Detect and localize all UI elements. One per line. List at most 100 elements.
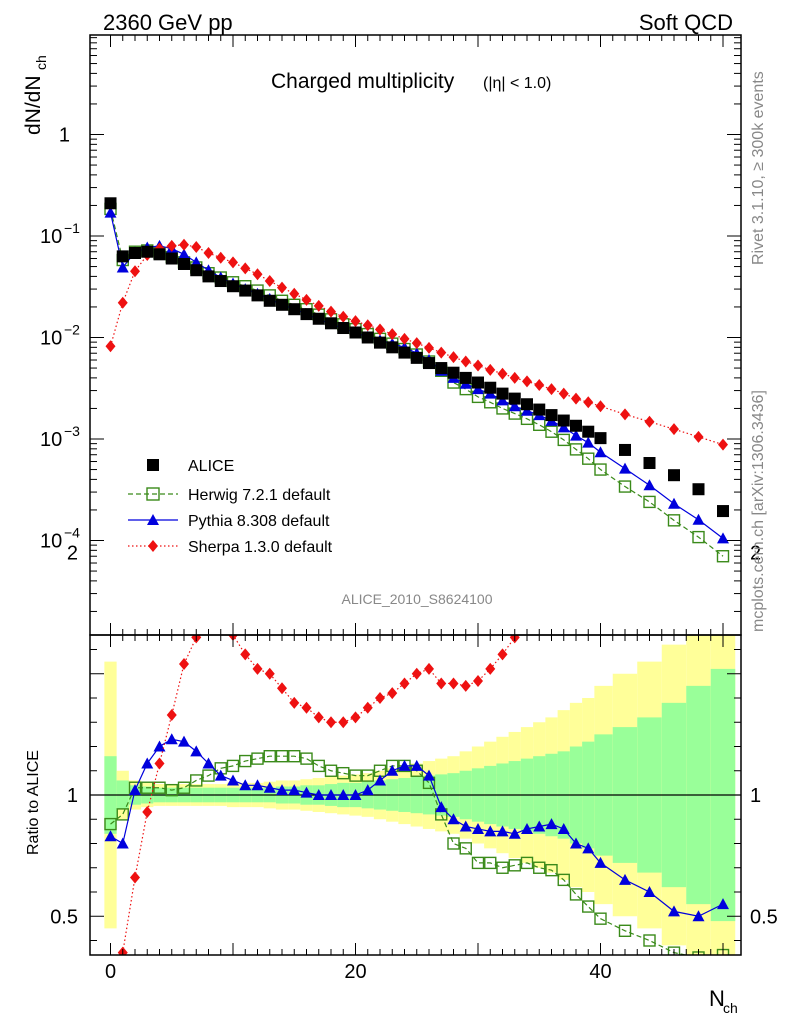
main-point-alice: [619, 443, 631, 456]
ratio-point-pythia: [263, 781, 276, 793]
main-y-tick-label: 10: [40, 531, 62, 553]
ratio-point-herwig: [275, 750, 289, 763]
main-y-tick-label: 10: [40, 429, 62, 451]
main-point-alice: [129, 247, 141, 260]
ratio-point-sherpa: [130, 871, 140, 884]
ratio-point-pythia: [521, 822, 533, 834]
ratio-point-herwig: [239, 754, 252, 768]
ratio-point-herwig: [226, 759, 240, 773]
main-point-sherpa: [166, 239, 177, 252]
ratio-point-sherpa: [142, 805, 153, 818]
ratio-point-pythia: [165, 733, 178, 745]
main-point-herwig: [557, 433, 570, 447]
main-point-sherpa: [460, 355, 471, 368]
ratio-point-herwig: [116, 808, 129, 821]
ratio-point-pythia: [239, 779, 252, 791]
ratio-point-herwig: [361, 769, 374, 782]
main-point-sherpa: [350, 315, 361, 328]
ratio-point-pythia: [214, 769, 227, 781]
side-label-top: Rivet 3.1.10, ≥ 300k events: [750, 71, 767, 265]
main-point-herwig: [692, 530, 705, 544]
ratio-point-herwig: [667, 946, 681, 955]
main-point-alice: [447, 366, 460, 379]
series-layer: [104, 197, 730, 955]
side-label-bottom: mcplots.cern.ch [arXiv:1306.3436]: [750, 390, 767, 632]
ratio-point-sherpa: [620, 328, 630, 340]
main-point-alice: [165, 252, 178, 265]
main-point-alice: [521, 398, 533, 411]
main-point-sherpa: [558, 387, 569, 400]
main-point-herwig: [533, 418, 546, 432]
ratio-point-sherpa: [448, 677, 459, 690]
main-line-herwig: [109, 208, 724, 557]
ratio-point-sherpa: [154, 757, 165, 770]
ratio-point-pythia: [533, 820, 546, 832]
main-point-alice: [545, 409, 558, 422]
main-point-pythia: [582, 436, 595, 448]
main-point-alice: [312, 312, 325, 325]
ratio-point-herwig: [263, 750, 276, 763]
ratio-point-pythia: [398, 759, 411, 771]
main-point-sherpa: [497, 367, 508, 380]
main-point-alice: [582, 425, 595, 438]
main-point-herwig: [716, 550, 730, 563]
main-point-sherpa: [509, 371, 520, 384]
main-point-sherpa: [130, 265, 140, 278]
ratio-point-sherpa: [436, 677, 447, 690]
ratio-point-sherpa: [313, 711, 324, 724]
main-point-sherpa: [313, 299, 324, 312]
ylabel-ratio: Ratio to ALICE: [25, 750, 42, 855]
legend-label-sherpa: Sherpa 1.3.0 default: [188, 539, 333, 556]
ratio-point-pythia: [423, 769, 435, 781]
ratio-point-pythia: [668, 905, 680, 917]
main-series: [104, 197, 730, 563]
main-point-sherpa: [362, 319, 373, 332]
main-point-sherpa: [644, 415, 655, 428]
ratio-point-herwig: [508, 859, 521, 872]
ratio-point-pythia: [337, 789, 350, 800]
ratio-point-sherpa: [534, 583, 544, 595]
main-point-alice: [423, 357, 435, 370]
main-point-pythia: [643, 479, 656, 491]
main-point-alice: [508, 392, 521, 405]
ratio-point-pythia: [251, 779, 264, 791]
ratio-point-pythia: [227, 774, 239, 786]
main-point-alice: [398, 346, 411, 359]
ratio-point-sherpa: [497, 648, 508, 661]
main-point-herwig: [618, 480, 632, 493]
ratio-line-pythia: [110, 738, 724, 917]
ratio-point-herwig: [251, 752, 264, 765]
ratio-point-sherpa: [669, 231, 679, 243]
main-point-sherpa: [191, 240, 202, 253]
ratio-point-pythia: [643, 886, 656, 897]
main-point-alice: [263, 294, 276, 307]
main-point-herwig: [643, 495, 656, 509]
main-point-alice: [104, 197, 117, 210]
ratio-point-herwig: [594, 912, 607, 925]
ratio-point-pythia: [325, 789, 337, 800]
main-point-alice: [276, 298, 288, 311]
ratio-point-pythia: [435, 801, 448, 813]
ratio-point-pythia: [129, 784, 141, 796]
ratio-point-sherpa: [485, 662, 496, 675]
ratio-point-pythia: [447, 813, 460, 825]
main-point-sherpa: [105, 340, 116, 353]
ratio-point-herwig: [569, 888, 583, 901]
ratio-point-pythia: [116, 837, 129, 849]
ratio-point-sherpa: [326, 716, 336, 729]
main-y-tick-exponent: −4: [64, 525, 80, 541]
main-y-tick-label: 10: [40, 328, 62, 350]
ratio-point-herwig: [459, 842, 472, 855]
ratio-point-herwig: [545, 863, 558, 877]
main-point-sherpa: [387, 328, 398, 341]
main-point-alice: [692, 483, 705, 496]
ratio-point-herwig: [337, 766, 350, 780]
main-point-pythia: [496, 394, 509, 406]
main-point-alice: [643, 457, 656, 470]
x-tick-label: 20: [344, 961, 366, 983]
chart-title: Charged multiplicity: [271, 70, 455, 93]
ratio-point-sherpa: [522, 607, 532, 619]
main-point-sherpa: [583, 396, 594, 409]
main-point-herwig: [594, 463, 607, 476]
legend-marker-pythia: [147, 514, 159, 525]
